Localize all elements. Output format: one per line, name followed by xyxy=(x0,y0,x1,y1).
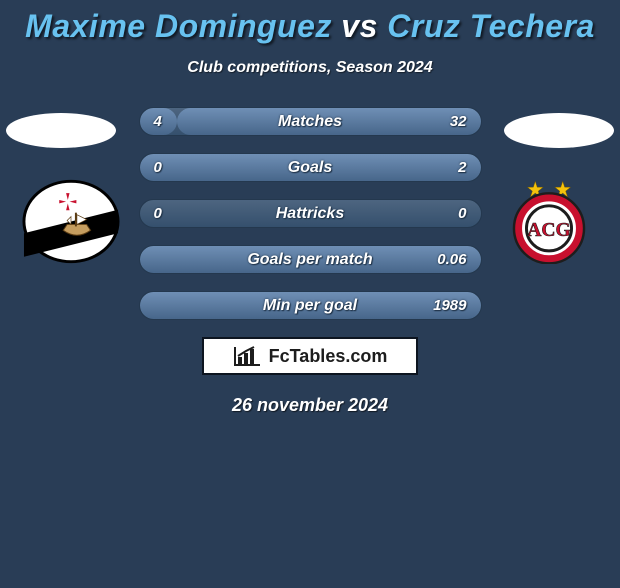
stats-stage: ACG Matches432Goals02Hattricks00Goals pe… xyxy=(0,107,620,320)
player2-name: Cruz Techera xyxy=(387,8,595,44)
bar-chart-icon xyxy=(233,345,261,367)
vs-text: vs xyxy=(341,8,378,44)
stat-value-right: 0 xyxy=(458,200,466,227)
stat-value-left: 4 xyxy=(154,108,162,135)
stat-value-left: 0 xyxy=(154,154,162,181)
stat-row: Goals per match0.06 xyxy=(139,245,482,274)
stat-value-right: 0.06 xyxy=(437,246,466,273)
stat-row: Hattricks0 0 xyxy=(139,199,482,228)
player1-avatar-placeholder xyxy=(6,113,116,148)
stat-label: Matches xyxy=(140,108,481,135)
player2-avatar-placeholder xyxy=(504,113,614,148)
club-badge-right: ACG xyxy=(500,179,598,264)
stat-label: Min per goal xyxy=(140,292,481,319)
stat-value-right: 32 xyxy=(450,108,467,135)
date-stamp: 26 november 2024 xyxy=(0,395,620,416)
acg-crest-icon: ACG xyxy=(500,179,598,264)
vasco-crest-icon xyxy=(22,179,120,264)
club-badge-left xyxy=(22,179,120,264)
stat-label: Hattricks xyxy=(140,200,481,227)
stat-label: Goals per match xyxy=(140,246,481,273)
page-title: Maxime Dominguez vs Cruz Techera xyxy=(0,8,620,45)
stat-value-left: 0 xyxy=(154,200,162,227)
stat-value-right: 2 xyxy=(458,154,466,181)
stat-row: Goals0 2 xyxy=(139,153,482,182)
svg-text:ACG: ACG xyxy=(527,220,571,241)
brand-text: FcTables.com xyxy=(269,346,388,367)
player1-name: Maxime Dominguez xyxy=(25,8,332,44)
subtitle: Club competitions, Season 2024 xyxy=(0,59,620,77)
stat-label: Goals xyxy=(140,154,481,181)
stats-bars: Matches432Goals02Hattricks00Goals per ma… xyxy=(139,107,482,320)
brand-box[interactable]: FcTables.com xyxy=(202,337,418,375)
stat-value-right: 1989 xyxy=(433,292,466,319)
stat-row: Min per goal1989 xyxy=(139,291,482,320)
stat-row: Matches4 32 xyxy=(139,107,482,136)
